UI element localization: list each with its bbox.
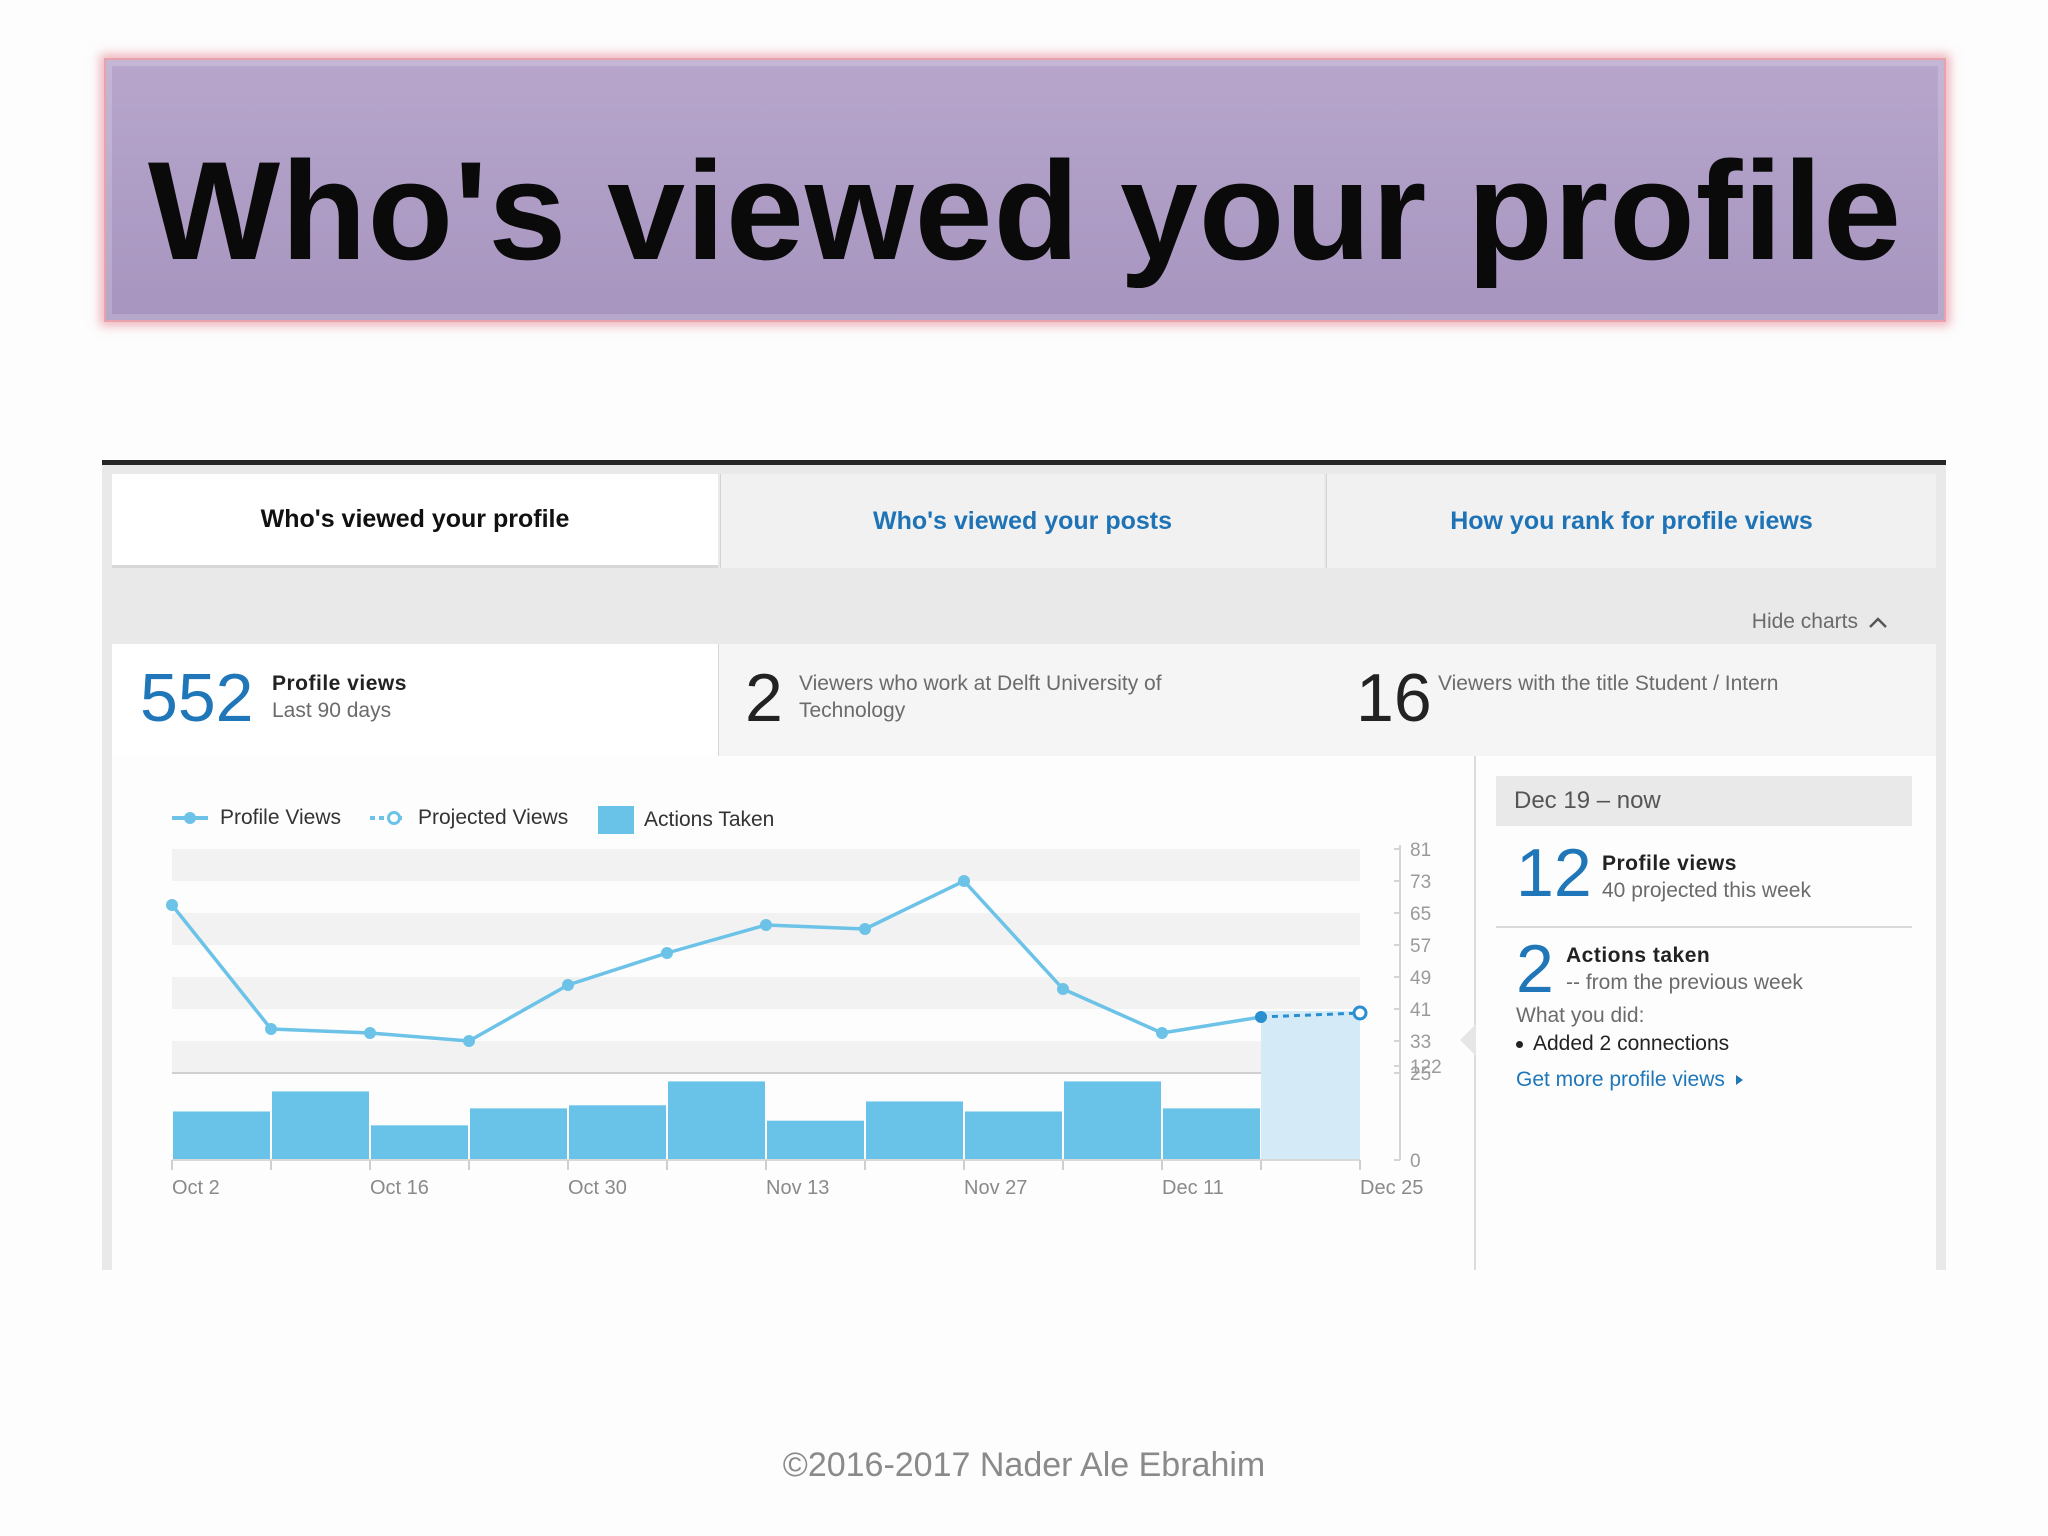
week-views-title: Profile views <box>1602 852 1737 875</box>
y-tick-label: 73 <box>1410 872 1431 893</box>
week-views-count: 12 <box>1516 835 1592 911</box>
profile-views-point <box>859 923 871 935</box>
actions-bar <box>1064 1081 1161 1160</box>
profile-views-line <box>170 879 1262 1043</box>
slide-title: Who's viewed your profile <box>147 132 1903 289</box>
profile-views-point <box>958 875 970 887</box>
profile-views-point <box>661 947 673 959</box>
actions-bar <box>866 1101 963 1160</box>
week-summary-panel: Dec 19 – now 12 Profile views 40 project… <box>1460 756 1936 1270</box>
profile-views-point <box>562 979 574 991</box>
profile-views-point <box>265 1023 277 1035</box>
delft-viewers-count: 2 <box>745 660 783 736</box>
week-actions-title: Actions taken <box>1566 944 1711 967</box>
actions-bar <box>173 1111 270 1160</box>
grid-band <box>172 977 1360 1009</box>
profile-views-chart: Oct 2 Oct 16 Oct 30 Nov 13 Nov 27 Dec 11 Dec 2… <box>166 840 1442 1199</box>
legend-profile-views-label: Profile Views <box>220 806 341 829</box>
actions-bar <box>965 1111 1062 1160</box>
x-tick-label: Nov 27 <box>964 1177 1027 1199</box>
legend-actions-taken[interactable]: Actions Taken <box>598 806 774 834</box>
week-actions-sub: -- from the previous week <box>1566 971 1803 994</box>
stat-profile-views: 552 Profile views Last 90 days <box>112 644 718 756</box>
y-tick-label: 65 <box>1410 904 1431 925</box>
get-more-profile-views-link[interactable]: Get more profile views <box>1516 1068 1745 1092</box>
profile-views-count: 552 <box>140 660 254 736</box>
y-tick-label: 33 <box>1410 1032 1431 1053</box>
y-tick-label: 122 <box>1410 1057 1442 1078</box>
caret-right-icon <box>1735 1075 1743 1085</box>
grid-band <box>172 1041 1360 1073</box>
chevron-up-icon <box>1869 617 1887 628</box>
profile-views-point <box>364 1027 376 1039</box>
bullet-icon <box>1516 1040 1523 1048</box>
actions-bar <box>668 1081 765 1160</box>
profile-views-point <box>463 1035 475 1047</box>
y-tick-label: 41 <box>1410 1000 1431 1021</box>
profile-views-title: Profile views <box>272 672 407 695</box>
profile-views-point <box>1156 1027 1168 1039</box>
week-actions-count: 2 <box>1516 931 1554 1007</box>
tab-rank-profile-views[interactable]: How you rank for profile views <box>1326 474 1936 568</box>
delft-viewers-text-2: Technology <box>799 699 906 722</box>
x-tick-label: Oct 2 <box>172 1177 220 1199</box>
week-views-projection: 40 projected this week <box>1602 879 1811 902</box>
hide-charts-label: Hide charts <box>1751 610 1858 633</box>
x-tick-label: Dec 25 <box>1360 1177 1423 1199</box>
actions-bar <box>1163 1108 1260 1160</box>
divider <box>1496 926 1912 928</box>
did-list-item: Added 2 connections <box>1516 1032 1729 1056</box>
chart-panel: Profile Views Projected Views Actions Ta… <box>112 756 1476 1270</box>
copyright-footer: ©2016-2017 Nader Ale Ebrahim <box>782 1446 1266 1484</box>
tab-whos-viewed-profile[interactable]: Who's viewed your profile <box>112 474 718 568</box>
profile-views-point <box>1057 983 1069 995</box>
stats-row: 552 Profile views Last 90 days 2 Viewers… <box>112 644 1936 756</box>
actions-bar <box>569 1105 666 1160</box>
y-tick-label: 49 <box>1410 968 1431 989</box>
y-tick-label: 81 <box>1410 840 1431 861</box>
bar-swatch-icon <box>598 806 634 834</box>
legend-projected-views[interactable]: Projected Views <box>368 806 568 830</box>
top-divider <box>102 460 1946 465</box>
x-tick-label: Oct 16 <box>370 1177 429 1199</box>
linkedin-profile-analytics: Who's viewed your profile Who's viewed y… <box>102 460 1946 1270</box>
y-tick-label: 0 <box>1410 1151 1421 1172</box>
more-link-label: Get more profile views <box>1516 1068 1725 1091</box>
grid-band <box>172 849 1360 881</box>
x-tick-label: Oct 30 <box>568 1177 627 1199</box>
delft-viewers-text-1: Viewers who work at Delft University of <box>799 672 1162 695</box>
actions-bar <box>371 1125 468 1160</box>
dashed-marker-icon <box>370 811 406 825</box>
projected-views-line <box>1260 1011 1361 1019</box>
tab-whos-viewed-posts[interactable]: Who's viewed your posts <box>720 474 1324 568</box>
did-item-text: Added 2 connections <box>1533 1032 1730 1055</box>
profile-views-point <box>760 919 772 931</box>
panel-pointer <box>1460 1024 1476 1056</box>
hide-charts-button[interactable]: Hide charts <box>1752 610 1888 634</box>
what-you-did-label: What you did: <box>1516 1004 1645 1027</box>
y-tick-label: 57 <box>1410 936 1431 957</box>
week-range-header: Dec 19 – now <box>1496 776 1912 826</box>
legend-actions-taken-label: Actions Taken <box>644 808 775 831</box>
x-tick-label: Dec 11 <box>1162 1177 1224 1199</box>
projection-highlight <box>1261 1011 1360 1160</box>
x-tick-label: Nov 13 <box>766 1177 829 1199</box>
actions-bar <box>767 1120 864 1160</box>
stat-student-viewers[interactable]: 16 Viewers with the title Student / Inte… <box>1326 644 1936 756</box>
profile-views-period: Last 90 days <box>272 699 392 722</box>
actions-bar <box>470 1108 567 1160</box>
legend-profile-views[interactable]: Profile Views <box>170 806 341 830</box>
legend-projected-views-label: Projected Views <box>418 806 569 829</box>
projected-views-point <box>1352 1005 1368 1021</box>
profile-views-point <box>166 899 178 911</box>
student-viewers-text: Viewers with the title Student / Intern <box>1438 672 1779 695</box>
stat-delft-viewers[interactable]: 2 Viewers who work at Delft University o… <box>718 644 1326 756</box>
line-marker-icon <box>172 812 208 824</box>
y-tick-label: 25 <box>1410 1064 1431 1085</box>
title-banner: Who's viewed your profile <box>104 58 1946 322</box>
student-viewers-count: 16 <box>1356 660 1432 736</box>
actions-bar <box>272 1091 369 1160</box>
